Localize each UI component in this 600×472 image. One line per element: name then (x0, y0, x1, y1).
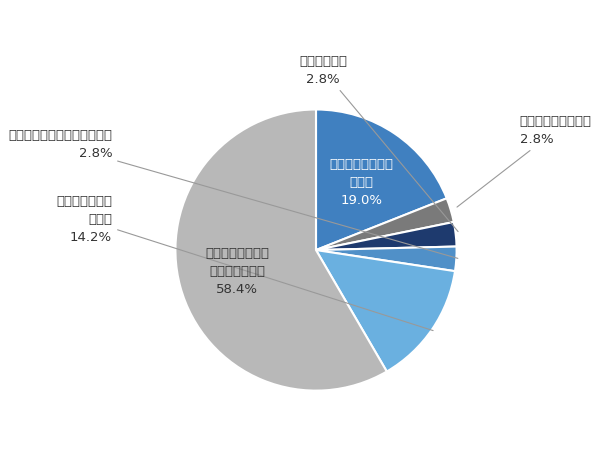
Text: ドラム式洗濤・
乾燥機
14.2%: ドラム式洗濤・ 乾燥機 14.2% (56, 194, 433, 330)
Wedge shape (316, 246, 457, 271)
Text: その他・わからない
2.8%: その他・わからない 2.8% (457, 115, 592, 207)
Wedge shape (316, 198, 454, 250)
Text: 縦型全自動洗濤機
（乾燥機なし）
58.4%: 縦型全自動洗濤機 （乾燥機なし） 58.4% (205, 247, 269, 296)
Wedge shape (175, 110, 387, 391)
Wedge shape (316, 110, 447, 250)
Text: 縦型全自動洗濤・
乾燥機
19.0%: 縦型全自動洗濤・ 乾燥機 19.0% (330, 158, 394, 207)
Wedge shape (316, 222, 457, 250)
Wedge shape (316, 250, 455, 371)
Text: 二层式洗濤機
2.8%: 二层式洗濤機 2.8% (299, 55, 458, 232)
Text: ドラム式洗濤（乾燥機なし）
2.8%: ドラム式洗濤（乾燥機なし） 2.8% (8, 129, 458, 258)
